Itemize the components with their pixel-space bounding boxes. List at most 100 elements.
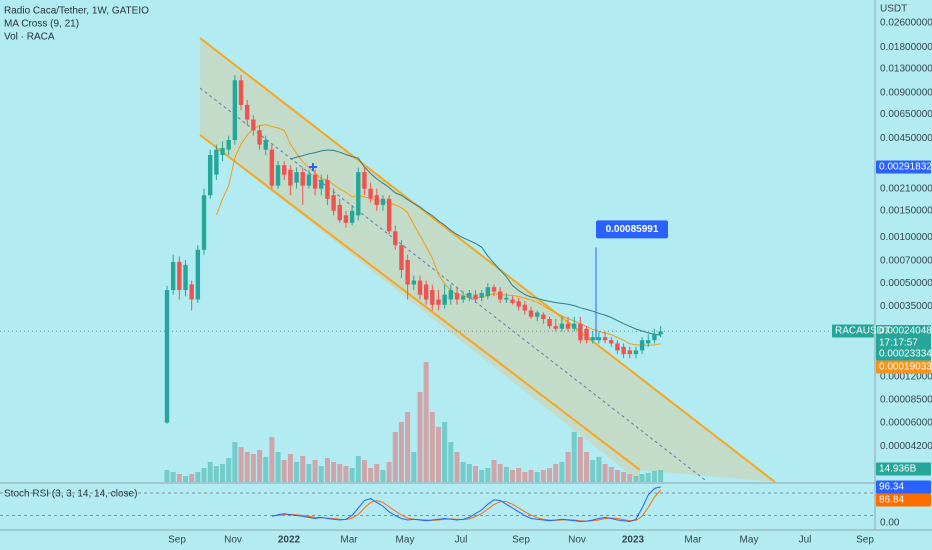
y-tick-label: 0.00050000 — [880, 278, 932, 289]
volume-bar — [226, 458, 232, 482]
volume-bar — [263, 456, 269, 482]
candle-body — [399, 245, 404, 271]
volume-bar — [448, 442, 454, 482]
y-tick-label: 0.00035000 — [880, 301, 932, 312]
price-marker — [309, 163, 317, 172]
candle-body — [319, 179, 324, 189]
candle-body — [615, 343, 620, 351]
candle-body — [652, 334, 657, 341]
volume-bar — [300, 456, 306, 482]
volume-bar — [355, 456, 361, 482]
volume-bar — [380, 470, 386, 482]
x-tick-label: Mar — [684, 535, 702, 546]
volume-bar — [460, 462, 466, 482]
volume-bar — [651, 470, 657, 482]
volume-bar — [503, 466, 509, 482]
candle-body — [627, 350, 632, 355]
volume-bar — [170, 472, 176, 482]
candle-body — [294, 172, 299, 183]
candle-body — [164, 290, 170, 423]
candle-body — [245, 104, 250, 120]
y-tick-label: 0.00150000 — [880, 205, 932, 216]
volume-bar — [510, 470, 516, 482]
candle-body — [541, 314, 546, 319]
candle-body — [491, 287, 497, 292]
last-price-box — [876, 325, 931, 351]
x-tick-label: 2023 — [622, 535, 645, 546]
candle-body — [189, 284, 194, 300]
candle-body — [226, 139, 231, 150]
x-tick-label: Nov — [224, 535, 242, 546]
y-tick-label: 0.00008500 — [880, 394, 932, 405]
annotation-label: 0.00085991 — [606, 224, 659, 235]
candle-body — [497, 291, 503, 300]
volume-bar — [435, 426, 441, 482]
volume-bar — [349, 468, 355, 482]
candle-body — [602, 337, 608, 341]
volume-bar — [516, 468, 522, 482]
ma-line — [290, 149, 661, 336]
candle-body — [423, 284, 429, 300]
volume-bar — [553, 464, 559, 482]
volume-bar — [368, 468, 374, 482]
ma-fast-badge: 0.00023334 — [879, 349, 932, 360]
ma-slow-badge-box — [876, 360, 931, 374]
x-tick-label: Sep — [168, 535, 186, 546]
candle-body — [207, 155, 213, 196]
volume-bar — [454, 452, 460, 482]
candle-body — [621, 346, 626, 355]
candle-body — [300, 172, 305, 186]
volume-bar — [275, 452, 281, 482]
volume-bar — [633, 476, 639, 482]
volume-bar — [257, 450, 263, 482]
candle-body — [362, 172, 367, 189]
candle-body — [504, 297, 509, 300]
candle-body — [516, 301, 521, 307]
candle-body — [201, 195, 207, 250]
candle-body — [454, 293, 460, 300]
ma-fast-badge-box — [876, 347, 931, 361]
volume-bar — [331, 462, 337, 482]
rsi-k-badge-box — [876, 480, 931, 494]
symbol-badge-box — [832, 324, 874, 338]
channel-upper — [199, 37, 776, 483]
volume-bar — [547, 468, 553, 482]
candle-body — [411, 280, 416, 285]
countdown: 17:17:57 — [879, 338, 918, 349]
rsi-d-line — [271, 490, 661, 522]
candle-body — [288, 169, 293, 186]
volume-bar — [528, 470, 534, 482]
y-tick-label: 0.00012000 — [880, 372, 932, 383]
y-tick-label: 0.00004200 — [880, 441, 932, 452]
candle-body — [232, 80, 238, 140]
volume-bar — [602, 464, 608, 482]
y-tick-label: 0.02600000 — [880, 18, 932, 29]
volume-bar — [213, 466, 219, 482]
candle-body — [609, 340, 614, 344]
x-tick-label: Jul — [799, 535, 812, 546]
volume-bar — [281, 460, 287, 482]
candle-body — [263, 139, 268, 150]
candle-body — [565, 323, 571, 329]
channel-lower — [199, 134, 641, 471]
volume-bar — [534, 472, 540, 482]
volume-bar — [645, 472, 651, 482]
currency: USDT — [880, 4, 907, 15]
candle-body — [312, 174, 318, 189]
volume-bar — [398, 422, 404, 482]
price-marker-badge-box — [876, 160, 931, 174]
ma-slow-badge: 0.00019033 — [879, 362, 932, 373]
volume-bar — [176, 474, 182, 482]
candle-body — [393, 231, 398, 246]
candle-body — [337, 204, 342, 221]
y-tick-label: 0.00450000 — [880, 133, 932, 144]
candle-body — [331, 195, 336, 211]
volume-bar — [429, 412, 435, 482]
volume-bar — [361, 460, 367, 482]
candle-body — [170, 261, 176, 291]
volume-bar — [220, 464, 226, 482]
candle-body — [522, 304, 528, 311]
volume-bar — [287, 454, 293, 482]
volume-bar — [466, 464, 472, 482]
volume-bar — [269, 436, 275, 482]
